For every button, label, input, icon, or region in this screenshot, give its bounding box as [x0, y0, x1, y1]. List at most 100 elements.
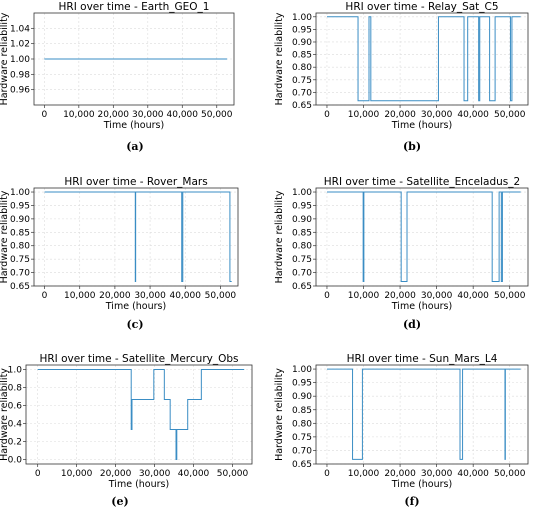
panel-caption-b: (b): [402, 140, 422, 153]
y-tick-label: 0.80: [10, 242, 30, 252]
x-tick-label: 30,000: [134, 291, 166, 301]
chart-panel-e: HRI over time - Satellite_Mercury_Obs 0 10…: [0, 350, 270, 515]
x-axis-label: Time (hours): [391, 301, 452, 312]
chart-svg-c: HRI over time - Rover_Mars 0 10,000 20,000 3…: [0, 176, 239, 312]
x-tick-label: 50,000: [217, 469, 249, 479]
y-tick-label: 0.95: [292, 379, 312, 389]
y-tick-label: 0.90: [292, 392, 312, 402]
hri-series-line: [37, 369, 245, 460]
chart-title: HRI over time - Satellite_Enceladus_2: [324, 176, 520, 188]
x-tick-label: 10,000: [348, 291, 380, 301]
y-tick-label: 0.85: [292, 406, 312, 416]
x-tick-label: 30,000: [132, 110, 164, 120]
x-tick-label: 30,000: [421, 469, 453, 479]
chart-panel-b: HRI over time - Relay_Sat_C5 0 10,000 20,00…: [274, 0, 550, 160]
y-tick-label: 0.65: [292, 101, 312, 111]
panel-caption-d: (d): [402, 318, 422, 331]
x-tick-label: 0: [324, 291, 330, 301]
y-tick-label: 1.00: [10, 188, 30, 198]
y-axis-label: Hardware reliability: [274, 190, 285, 283]
y-axis-label: Hardware reliability: [0, 12, 10, 105]
hri-series-line: [44, 191, 232, 282]
x-tick-label: 40,000: [178, 469, 210, 479]
x-tick-label: 20,000: [384, 110, 416, 120]
y-tick-label: 0.75: [10, 255, 30, 265]
x-tick-label: 10,000: [348, 110, 380, 120]
chart-title: HRI over time - Relay_Sat_C5: [345, 1, 498, 13]
x-axis-label: Time (hours): [105, 301, 166, 312]
x-tick-label: 50,000: [494, 110, 526, 120]
chart-svg-b: HRI over time - Relay_Sat_C5 0 10,000 20,00…: [274, 1, 529, 131]
hri-series-line: [326, 191, 521, 282]
y-tick-label: 0.90: [292, 215, 312, 225]
y-tick-label: 1.04: [10, 24, 30, 34]
x-tick-label: 40,000: [457, 110, 489, 120]
x-tick-label: 50,000: [494, 291, 526, 301]
chart-svg-e: HRI over time - Satellite_Mercury_Obs 0 10…: [0, 353, 253, 490]
y-tick-label: 0.96: [10, 86, 30, 96]
x-tick-label: 20,000: [384, 291, 416, 301]
y-tick-label: 1.00: [292, 13, 312, 23]
x-tick-label: 10,000: [61, 469, 93, 479]
x-axis-label: Time (hours): [391, 479, 452, 490]
chart-title: HRI over time - Satellite_Mercury_Obs: [39, 353, 238, 365]
chart-title: HRI over time - Earth_GEO_1: [59, 1, 210, 13]
y-tick-label: 0.75: [292, 76, 312, 86]
chart-svg-d: HRI over time - Satellite_Enceladus_2 0 10…: [274, 176, 529, 312]
x-tick-label: 40,000: [167, 110, 199, 120]
y-tick-label: 1.0: [8, 366, 23, 376]
chart-svg-a: HRI over time - Earth_GEO_1 0 10,000 20,000…: [0, 1, 235, 131]
x-tick-label: 40,000: [457, 469, 489, 479]
y-tick-label: 0.65: [292, 282, 312, 292]
panel-caption-a: (a): [126, 140, 144, 153]
x-tick-label: 10,000: [348, 469, 380, 479]
x-tick-label: 20,000: [384, 469, 416, 479]
x-tick-label: 10,000: [63, 110, 95, 120]
y-tick-label: 0.65: [10, 282, 30, 292]
y-tick-label: 0.98: [10, 70, 30, 80]
x-tick-label: 50,000: [205, 291, 237, 301]
y-tick-label: 0.70: [10, 269, 30, 279]
plot-frame: [315, 364, 529, 465]
hri-series-line: [326, 16, 521, 102]
plot-frame: [315, 187, 529, 287]
chart-panel-f: HRI over time - Sun_Mars_L4 0 10,000 20,000…: [274, 350, 550, 515]
y-tick-label: 0.75: [292, 255, 312, 265]
x-tick-label: 0: [324, 110, 330, 120]
y-tick-label: 0.85: [292, 228, 312, 238]
y-tick-label: 0.4: [8, 420, 23, 430]
x-tick-label: 40,000: [169, 291, 201, 301]
x-axis-label: Time (hours): [108, 479, 169, 490]
y-tick-label: 0.90: [10, 215, 30, 225]
y-axis-label: Hardware reliability: [0, 368, 10, 461]
plot-frame: [25, 364, 253, 465]
y-tick-label: 0.95: [10, 201, 30, 211]
x-tick-label: 0: [324, 469, 330, 479]
hri-series-line: [326, 368, 521, 460]
y-tick-label: 0.65: [292, 460, 312, 470]
chart-panel-c: HRI over time - Rover_Mars 0 10,000 20,000 3…: [0, 175, 270, 340]
y-tick-label: 0.2: [8, 438, 22, 448]
y-tick-label: 0.0: [8, 456, 23, 466]
chart-title: HRI over time - Sun_Mars_L4: [347, 353, 498, 365]
panel-caption-c: (c): [126, 318, 144, 331]
y-tick-label: 0.85: [10, 228, 30, 238]
x-tick-label: 10,000: [64, 291, 96, 301]
y-tick-label: 1.02: [10, 40, 30, 50]
plot-frame: [33, 187, 239, 287]
y-tick-label: 1.00: [292, 365, 312, 375]
x-tick-label: 20,000: [99, 291, 131, 301]
y-tick-label: 0.90: [292, 38, 312, 48]
y-tick-label: 0.75: [292, 433, 312, 443]
x-tick-label: 20,000: [98, 110, 130, 120]
y-tick-label: 0.80: [292, 63, 312, 73]
x-tick-label: 50,000: [494, 469, 526, 479]
panel-caption-f: (f): [404, 495, 420, 508]
y-tick-label: 1.00: [292, 188, 312, 198]
chart-svg-f: HRI over time - Sun_Mars_L4 0 10,000 20,000…: [274, 353, 529, 490]
y-axis-label: Hardware reliability: [274, 368, 285, 461]
y-tick-label: 0.70: [292, 446, 312, 456]
x-tick-label: 30,000: [421, 291, 453, 301]
x-axis-label: Time (hours): [103, 120, 164, 131]
y-tick-label: 0.80: [292, 419, 312, 429]
